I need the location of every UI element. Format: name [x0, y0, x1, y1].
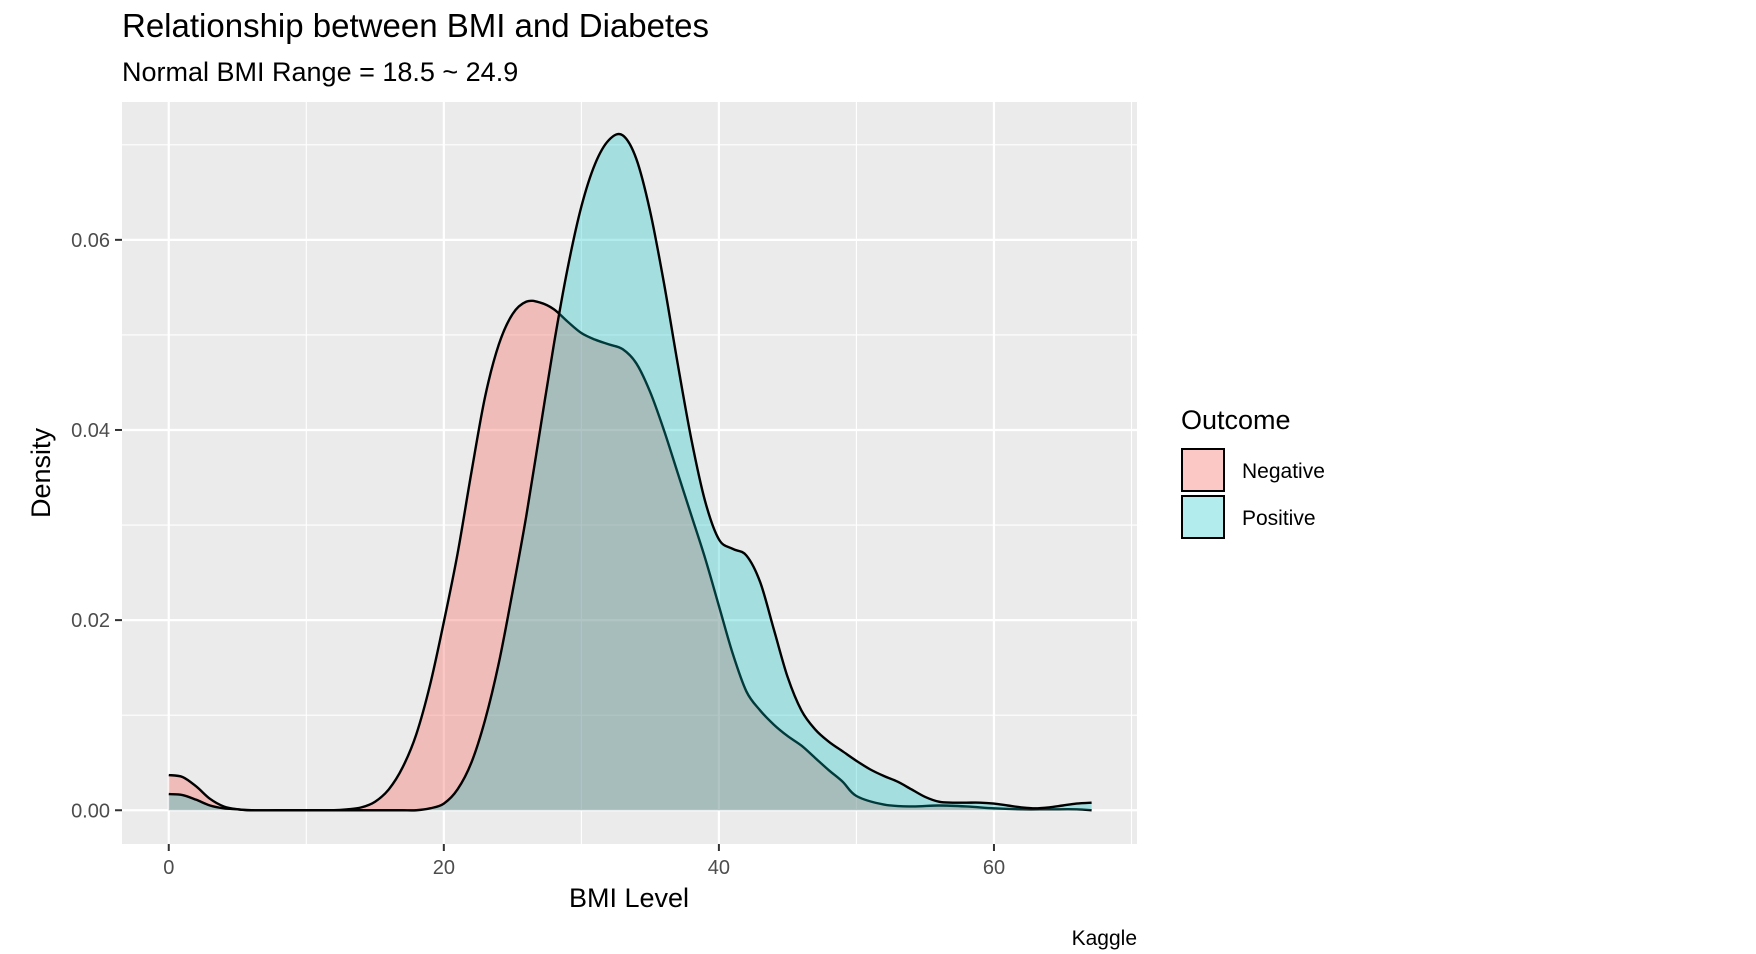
- chart-subtitle: Normal BMI Range = 18.5 ~ 24.9: [122, 57, 518, 87]
- density-line-positive: [168, 132, 1092, 812]
- x-tick-label: 0: [163, 857, 174, 879]
- legend-title: Outcome: [1181, 405, 1291, 435]
- x-tick-label: 40: [708, 857, 730, 879]
- y-tick-label: 0.04: [71, 420, 110, 442]
- plot-panel: [122, 102, 1137, 844]
- density-area-positive: [168, 133, 1092, 811]
- x-tick-label: 20: [433, 857, 455, 879]
- y-tick-label: 0.06: [71, 230, 110, 252]
- x-tick-label: 60: [983, 857, 1005, 879]
- legend-item-negative: Negative: [1181, 448, 1325, 492]
- y-tick-label: 0.02: [71, 610, 110, 632]
- legend: Outcome Negative Positive: [1181, 405, 1325, 539]
- legend-key-negative: [1181, 448, 1225, 492]
- x-axis-title: BMI Level: [569, 883, 689, 913]
- legend-label-negative: Negative: [1242, 460, 1325, 483]
- y-axis-title: Density: [26, 427, 56, 518]
- y-tick-label: 0.00: [71, 800, 110, 822]
- x-axis: 0 20 40 60: [163, 844, 1005, 879]
- density-area-negative: [168, 300, 1092, 811]
- legend-label-positive: Positive: [1242, 507, 1316, 530]
- chart-title: Relationship between BMI and Diabetes: [122, 7, 709, 44]
- density-areas: [168, 132, 1092, 812]
- legend-item-positive: Positive: [1181, 495, 1316, 539]
- y-axis: 0.00 0.02 0.04 0.06: [71, 230, 122, 822]
- chart-caption: Kaggle: [1072, 927, 1137, 950]
- grid-lines: [122, 102, 1137, 844]
- legend-key-positive: [1181, 495, 1225, 539]
